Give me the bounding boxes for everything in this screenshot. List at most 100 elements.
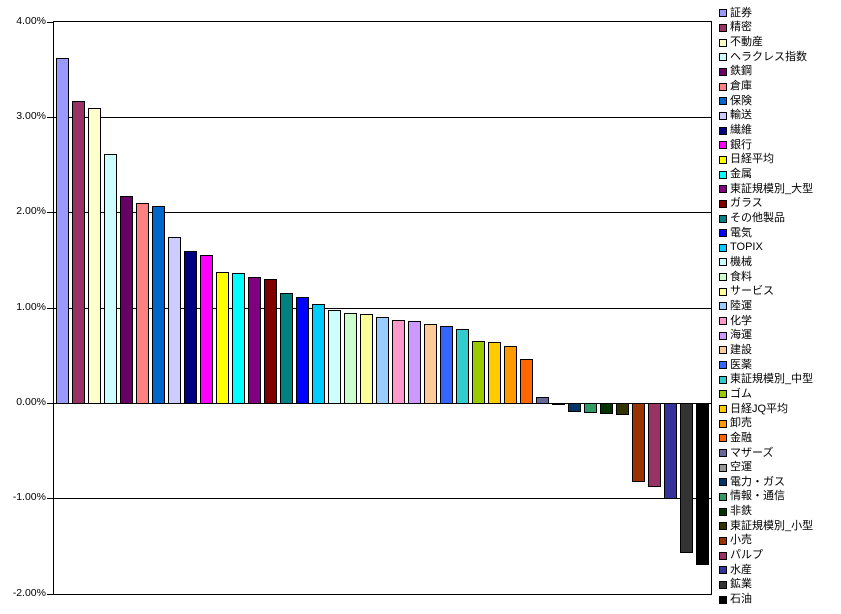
legend-item: 水産: [719, 563, 839, 578]
legend-color-swatch: [719, 595, 727, 604]
legend-item: その他製品: [719, 211, 839, 226]
legend-item: 金属: [719, 167, 839, 182]
legend-item: 日経JQ平均: [719, 402, 839, 417]
chart-bar-6: [135, 203, 149, 405]
legend-color-swatch: [719, 229, 727, 238]
legend-color-swatch: [719, 361, 727, 370]
legend-item-label: 情報・通信: [730, 490, 785, 503]
legend-color-swatch: [719, 258, 727, 267]
legend-item: 石油: [719, 592, 839, 607]
legend-item-label: 金融: [730, 431, 752, 444]
legend-item: 鉄鋼: [719, 65, 839, 80]
legend-color-swatch: [719, 199, 727, 208]
legend-item: 情報・通信: [719, 490, 839, 505]
chart-bar-29: [504, 346, 518, 405]
chart-bar-16: [295, 296, 309, 405]
chart-bar-12: [231, 272, 245, 405]
y-axis-label: -1.00%: [12, 491, 46, 504]
legend-item-label: サービス: [730, 285, 774, 298]
legend-item: 金融: [719, 431, 839, 446]
chart-bar-36: [616, 403, 630, 415]
legend-color-swatch: [719, 53, 727, 62]
legend-item: 非鉄: [719, 504, 839, 519]
chart-bar-3: [87, 107, 101, 405]
legend-color-swatch: [719, 97, 727, 106]
legend-color-swatch: [719, 126, 727, 135]
legend-item: 証券: [719, 6, 839, 21]
legend-color-swatch: [719, 38, 727, 47]
legend-item-label: 証券: [730, 6, 752, 19]
legend-color-swatch: [719, 375, 727, 384]
chart-bar-1: [55, 58, 69, 405]
legend-item-label: 東証規模別_大型: [730, 182, 814, 195]
legend-item-label: 精密: [730, 21, 752, 34]
legend-color-swatch: [719, 492, 727, 501]
legend-item-label: 石油: [730, 593, 752, 606]
legend-item: 銀行: [719, 138, 839, 153]
legend-item: 小売: [719, 534, 839, 549]
legend-item-label: パルプ: [730, 549, 763, 562]
y-axis-label: 4.00%: [16, 14, 46, 27]
chart-bar-10: [199, 254, 213, 405]
legend-item: サービス: [719, 284, 839, 299]
legend-item: 東証規模別_大型: [719, 182, 839, 197]
legend-color-swatch: [719, 507, 727, 516]
gridline: [54, 498, 711, 500]
chart-bar-23: [408, 321, 422, 405]
y-axis-tick: [47, 307, 53, 309]
legend-color-swatch: [719, 419, 727, 428]
y-axis-label: 1.00%: [16, 300, 46, 313]
legend-item: 日経平均: [719, 153, 839, 168]
legend-color-swatch: [719, 390, 727, 399]
legend-color-swatch: [719, 536, 727, 545]
legend-item: 不動産: [719, 35, 839, 50]
chart-bar-9: [183, 250, 197, 405]
chart-bar-2: [71, 101, 85, 405]
chart-bar-40: [680, 403, 694, 553]
chart-bar-32: [552, 403, 566, 406]
chart-bar-34: [584, 403, 598, 413]
legend-color-swatch: [719, 9, 727, 18]
legend-item: マザーズ: [719, 446, 839, 461]
chart-bar-31: [536, 396, 550, 405]
y-axis-tick: [47, 402, 53, 404]
legend-color-swatch: [719, 463, 727, 472]
legend-item-label: 不動産: [730, 36, 763, 49]
legend-color-swatch: [719, 449, 727, 458]
legend-item: 建設: [719, 343, 839, 358]
chart-bar-19: [343, 312, 357, 405]
chart-bar-15: [279, 292, 293, 405]
legend-item-label: 食料: [730, 270, 752, 283]
legend-color-swatch: [719, 243, 727, 252]
legend-item-label: 陸運: [730, 299, 752, 312]
legend-color-swatch: [719, 155, 727, 164]
legend-item-label: 医薬: [730, 358, 752, 371]
legend-color-swatch: [719, 580, 727, 589]
legend-color-swatch: [719, 141, 727, 150]
legend-item-label: その他製品: [730, 212, 785, 225]
legend-color-swatch: [719, 273, 727, 282]
legend-item: ゴム: [719, 387, 839, 402]
chart-bar-8: [167, 237, 181, 405]
legend-item-label: 日経JQ平均: [730, 402, 789, 415]
chart-bar-14: [263, 279, 277, 405]
legend-item-label: 水産: [730, 563, 752, 576]
legend-item: 東証規模別_中型: [719, 372, 839, 387]
legend-item-label: 空運: [730, 461, 752, 474]
gridline: [54, 212, 711, 214]
legend-item: 食料: [719, 270, 839, 285]
chart-bar-26: [456, 328, 470, 405]
legend-item-label: 鉄鋼: [730, 65, 752, 78]
legend-item: 東証規模別_小型: [719, 519, 839, 534]
legend-item: 陸運: [719, 299, 839, 314]
y-axis-tick: [47, 593, 53, 595]
y-axis-tick: [47, 21, 53, 23]
legend-item-label: 倉庫: [730, 80, 752, 93]
legend-item-label: 電気: [730, 226, 752, 239]
chart-bar-37: [632, 403, 646, 483]
gridline: [54, 116, 711, 118]
legend-item: ヘラクレス指数: [719, 50, 839, 65]
legend: 証券 精密 不動産 ヘラクレス指数 鉄鋼 倉庫 保険 輸送 繊維 銀行 日経平均 金属 東証規模別_大型…: [719, 6, 839, 607]
chart-bar-11: [215, 271, 229, 405]
y-axis-label: 2.00%: [16, 205, 46, 218]
